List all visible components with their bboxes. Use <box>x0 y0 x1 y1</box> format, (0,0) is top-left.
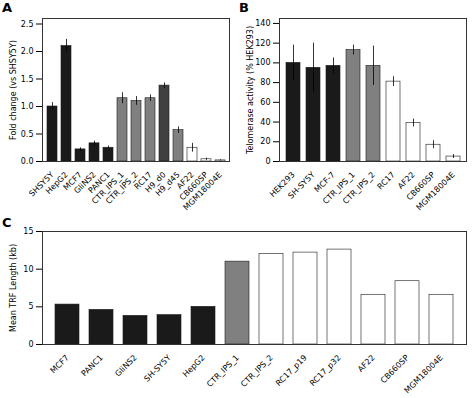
svg-text:CTR_IPS_1: CTR_IPS_1 <box>321 170 357 206</box>
svg-text:RC17: RC17 <box>132 170 154 192</box>
svg-text:0.0: 0.0 <box>21 157 34 166</box>
svg-text:5: 5 <box>28 302 33 311</box>
svg-text:MCF7: MCF7 <box>49 353 71 375</box>
svg-text:CB660SP: CB660SP <box>177 170 210 203</box>
svg-text:10: 10 <box>23 265 33 274</box>
svg-text:0.5: 0.5 <box>21 130 34 139</box>
html-text:C: C <box>2 215 12 230</box>
svg-text:20: 20 <box>260 137 270 146</box>
svg-text:CTR_IPS_2: CTR_IPS_2 <box>104 170 140 206</box>
svg-text:80: 80 <box>260 78 270 87</box>
svg-text:RC17_p32: RC17_p32 <box>308 353 343 388</box>
svg-text:RC17: RC17 <box>376 170 397 191</box>
svg-text:GliNS2: GliNS2 <box>72 170 98 196</box>
svg-text:15: 15 <box>23 227 33 236</box>
svg-text:CTR_IPS_2: CTR_IPS_2 <box>341 170 377 206</box>
svg-text:MGM18004E: MGM18004E <box>182 170 224 212</box>
svg-text:CB660SP: CB660SP <box>379 353 411 385</box>
svg-text:CTR_IPS_1: CTR_IPS_1 <box>205 353 241 389</box>
svg-text:PANC1: PANC1 <box>80 353 105 378</box>
svg-text:CTR_IPS_1: CTR_IPS_1 <box>90 170 126 206</box>
svg-text:140: 140 <box>255 19 270 28</box>
svg-text:MCF-7: MCF-7 <box>312 170 337 195</box>
svg-text:SH-SY5Y: SH-SY5Y <box>286 170 316 200</box>
svg-text:MCF7: MCF7 <box>61 170 84 193</box>
svg-text:Fold change (vs SHSY5Y): Fold change (vs SHSY5Y) <box>9 40 18 140</box>
svg-text:120: 120 <box>255 39 270 48</box>
svg-text:SH-SY5Y: SH-SY5Y <box>142 353 172 383</box>
svg-text:100: 100 <box>255 58 270 67</box>
svg-text:1.0: 1.0 <box>21 102 34 111</box>
svg-text:HEK293: HEK293 <box>268 170 297 199</box>
svg-text:HepG2: HepG2 <box>44 170 70 196</box>
svg-text:AF22: AF22 <box>356 353 377 374</box>
svg-text:AF22: AF22 <box>175 170 196 191</box>
svg-text:40: 40 <box>260 118 270 127</box>
svg-text:Telomerase activity (% HEK293): Telomerase activity (% HEK293) <box>246 26 255 155</box>
svg-text:RC17_p19: RC17_p19 <box>274 353 309 388</box>
html-text:B: B <box>239 0 249 15</box>
html-text:A: A <box>2 0 13 15</box>
svg-text:H9_d45: H9_d45 <box>153 170 182 198</box>
svg-text:0: 0 <box>265 157 270 166</box>
svg-text:2.0: 2.0 <box>21 47 34 56</box>
svg-text:GliNS2: GliNS2 <box>113 353 138 378</box>
svg-text:2.5: 2.5 <box>21 20 34 29</box>
svg-text:Mean TRF Length (kb): Mean TRF Length (kb) <box>9 244 18 332</box>
svg-text:SHSY5Y: SHSY5Y <box>27 170 56 199</box>
svg-text:1.5: 1.5 <box>21 75 34 84</box>
svg-text:MGM18004E: MGM18004E <box>403 353 445 395</box>
svg-text:CTR_IPS_2: CTR_IPS_2 <box>239 353 275 389</box>
svg-text:60: 60 <box>260 98 270 107</box>
svg-text:H9_d0: H9_d0 <box>143 170 168 195</box>
svg-text:PANC1: PANC1 <box>86 170 112 196</box>
svg-text:CB660SP: CB660SP <box>404 170 437 203</box>
svg-text:MGM18004E: MGM18004E <box>415 170 457 212</box>
svg-text:AF22: AF22 <box>396 170 417 191</box>
svg-text:0: 0 <box>28 340 33 349</box>
svg-text:HepG2: HepG2 <box>181 353 207 379</box>
